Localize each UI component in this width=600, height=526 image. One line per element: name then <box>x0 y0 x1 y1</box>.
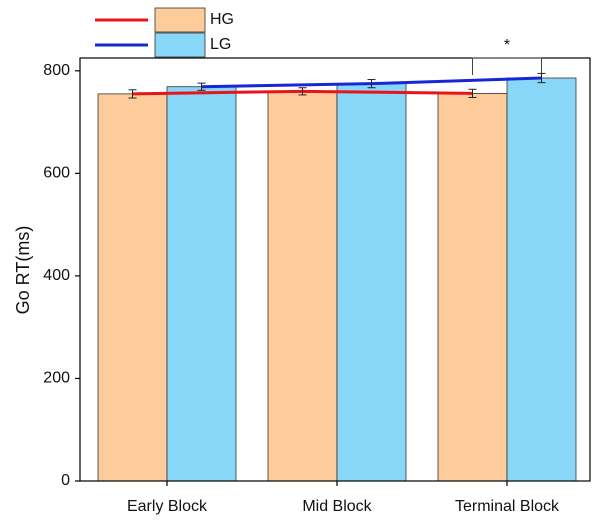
plot-frame <box>79 57 591 482</box>
legend-label: HG <box>210 11 234 28</box>
y-tick-label: 800 <box>43 62 70 79</box>
legend-swatch <box>154 32 206 58</box>
y-tick-label: 400 <box>43 267 70 284</box>
error-bar <box>468 88 477 98</box>
legend-label: LG <box>210 36 231 53</box>
bar <box>336 83 407 482</box>
error-bar <box>298 87 307 96</box>
error-bar <box>197 82 206 91</box>
x-tick-label: Terminal Block <box>455 498 560 515</box>
y-axis-label: Go RT(ms) <box>13 226 33 315</box>
error-bar <box>128 89 137 99</box>
x-tick-label: Early Block <box>127 498 208 515</box>
bar <box>437 92 508 482</box>
bar <box>267 90 338 482</box>
bar <box>97 93 168 482</box>
legend-swatch <box>154 7 206 33</box>
bar <box>166 86 237 482</box>
error-bar <box>367 79 376 89</box>
significance-label: * <box>504 37 510 54</box>
y-tick-label: 200 <box>43 370 70 387</box>
y-tick-label: 0 <box>61 472 70 489</box>
y-tick-label: 600 <box>43 165 70 182</box>
x-tick-label: Mid Block <box>302 498 372 515</box>
significance-bracket <box>472 57 542 75</box>
error-bar <box>537 72 546 84</box>
bar <box>506 77 577 482</box>
